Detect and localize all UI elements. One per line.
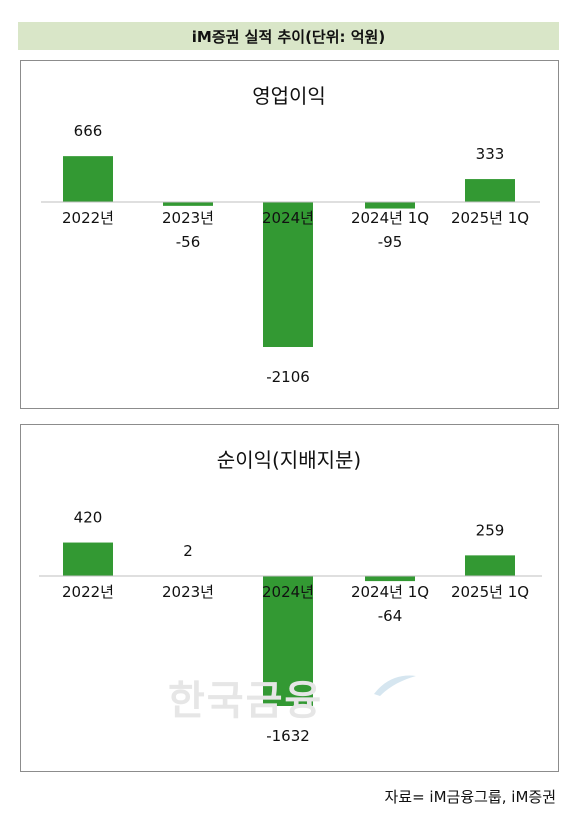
value-label-1: 420 xyxy=(74,509,103,527)
source-text: 자료= iM금융그룹, iM증권 xyxy=(384,788,557,806)
chart-title: 영업이익 xyxy=(252,84,326,108)
bar-5 xyxy=(465,555,515,576)
category-label-3: 2024년 xyxy=(262,583,314,601)
value-label-5: 333 xyxy=(476,145,505,163)
chart-title: 순이익(지배지분) xyxy=(217,448,361,472)
category-label-5: 2025년 1Q xyxy=(451,209,529,227)
category-label-2: 2023년 xyxy=(162,583,214,601)
watermark-text: 한국금융 xyxy=(168,678,324,724)
bar-2 xyxy=(163,202,213,206)
operating-profit-chart: 영업이익 2022년 2023년 2024년 2024년 1Q 2025년 1Q 666 -5… xyxy=(20,60,559,409)
bar-4 xyxy=(365,202,415,209)
operating-profit-svg: 영업이익 2022년 2023년 2024년 2024년 1Q 2025년 1Q 666 -5… xyxy=(41,84,540,386)
category-label-3: 2024년 xyxy=(262,209,314,227)
value-label-3: -1632 xyxy=(266,727,310,745)
bar-4 xyxy=(365,576,415,582)
category-label-1: 2022년 xyxy=(62,209,114,227)
value-label-3: -2106 xyxy=(266,368,310,386)
bar-1 xyxy=(63,156,113,202)
category-label-2: 2023년 xyxy=(162,209,214,227)
bar-3 xyxy=(263,576,313,706)
net-income-svg: 순이익(지배지분) 2022년 2023년 2024년 2024년 1Q 2025년 1Q… xyxy=(39,448,542,745)
watermark-swoosh-icon xyxy=(374,675,416,696)
net-income-chart: 순이익(지배지분) 2022년 2023년 2024년 2024년 1Q 2025년 1Q… xyxy=(20,424,559,772)
category-label-4: 2024년 1Q xyxy=(351,583,429,601)
chart-header: iM증권 실적 추이(단위: 억원) xyxy=(18,22,559,50)
bar-1 xyxy=(63,542,113,576)
value-label-2: 2 xyxy=(183,542,193,560)
source-note: 자료= iM금융그룹, iM증권 xyxy=(385,786,557,807)
value-label-4: -95 xyxy=(378,233,403,251)
category-label-5: 2025년 1Q xyxy=(451,583,529,601)
value-label-2: -56 xyxy=(176,233,201,251)
value-label-5: 259 xyxy=(476,521,505,539)
header-title: iM증권 실적 추이(단위: 억원) xyxy=(191,27,386,46)
watermark-logo: 한국금융 xyxy=(168,668,323,726)
category-label-1: 2022년 xyxy=(62,583,114,601)
category-label-4: 2024년 1Q xyxy=(351,209,429,227)
bar-5 xyxy=(465,179,515,202)
bar-3 xyxy=(263,202,313,347)
value-label-4: -64 xyxy=(378,607,403,625)
value-label-1: 666 xyxy=(74,122,103,140)
